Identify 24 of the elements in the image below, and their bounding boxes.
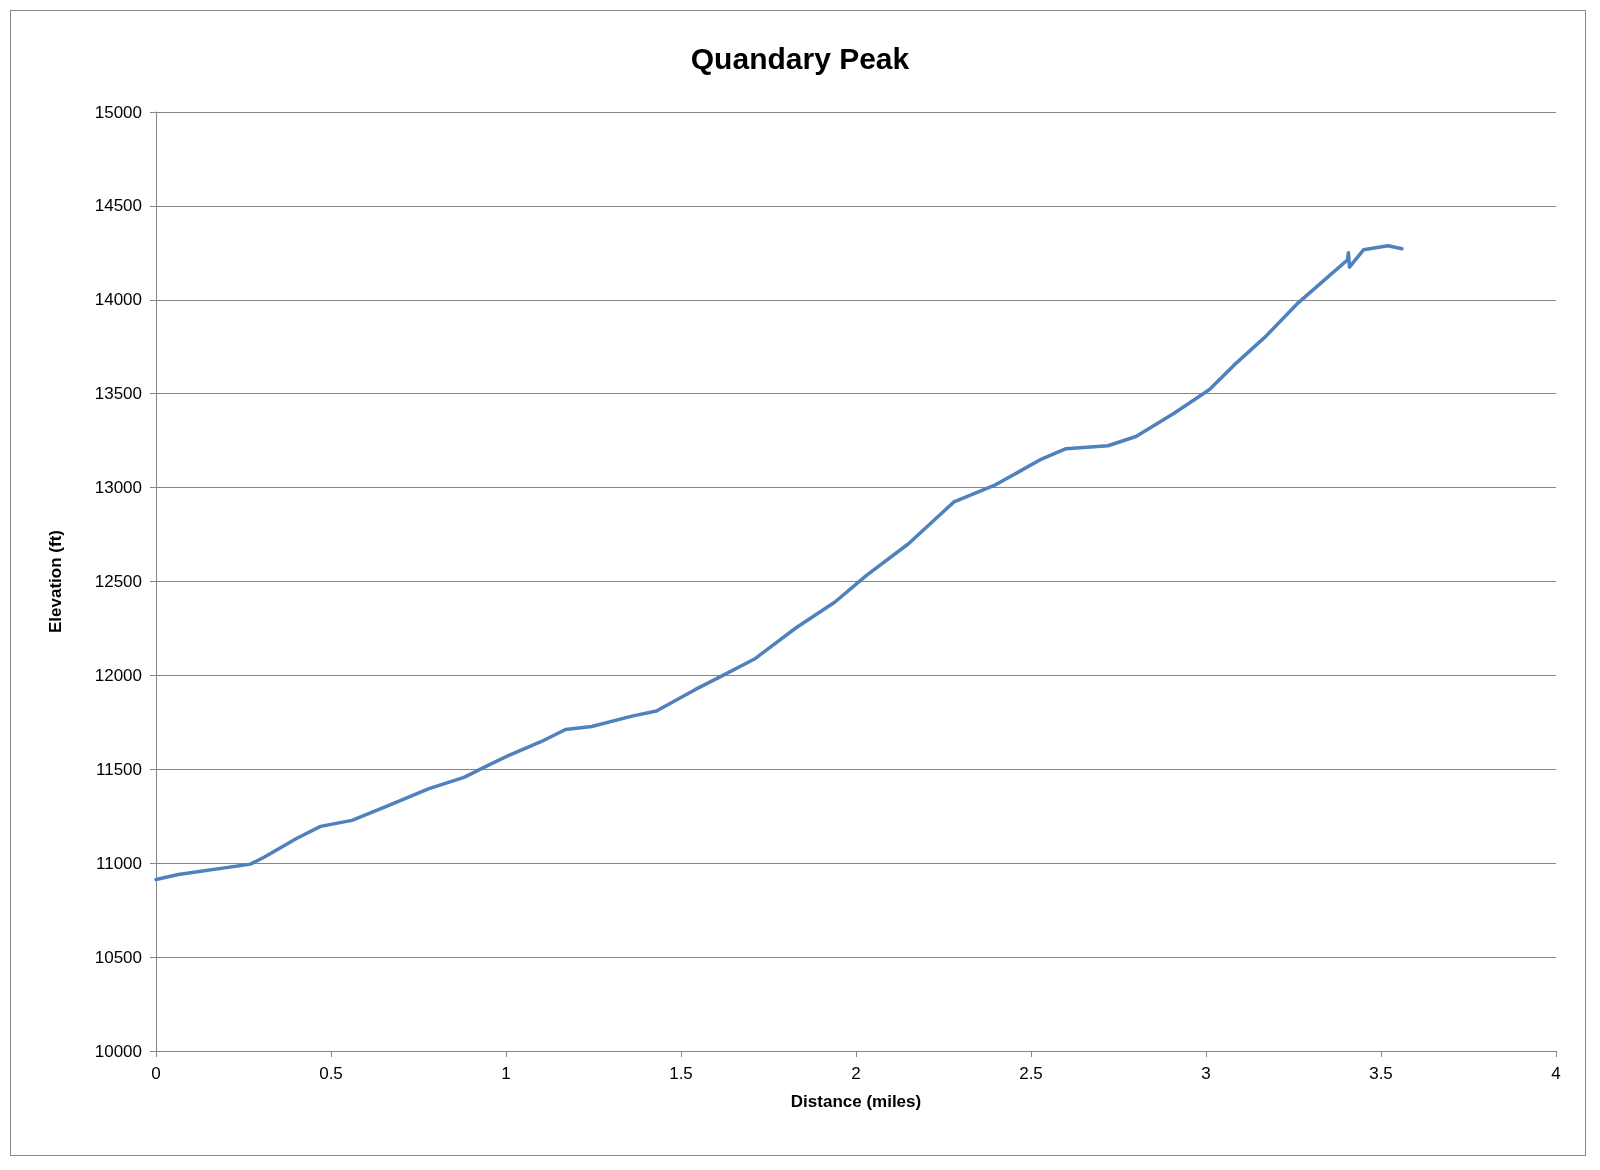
x-tick-label: 0 — [151, 1064, 161, 1083]
chart-title: Quandary Peak — [690, 41, 910, 75]
y-tick-label: 14000 — [94, 290, 142, 310]
y-tick-label: 12500 — [94, 572, 142, 591]
y-tick-label: 10000 — [94, 1041, 142, 1061]
y-tick-label: 13000 — [94, 478, 142, 498]
x-tick-label: 1.5 — [669, 1064, 693, 1083]
y-tick-label: 14500 — [94, 196, 142, 216]
line-series — [154, 243, 1404, 882]
y-tick-label: 10500 — [94, 947, 142, 967]
x-tick-label: 1 — [501, 1064, 511, 1083]
x-tick-label: 2.5 — [1019, 1064, 1043, 1083]
x-tick-label: 4 — [1551, 1064, 1561, 1083]
x-axis-title: Distance (miles) — [790, 1092, 922, 1111]
y-tick-label: 11000 — [95, 853, 142, 873]
y-tick-label: 13500 — [94, 384, 142, 404]
x-tick-label: 3.5 — [1369, 1064, 1393, 1083]
y-axis-title: Elevation (ft) — [46, 530, 65, 633]
x-tick-label: 0.5 — [319, 1064, 343, 1083]
y-tick-label: 12000 — [94, 665, 142, 685]
x-tick-label: 2 — [851, 1064, 861, 1083]
x-tick-label: 3 — [1201, 1064, 1211, 1083]
y-tick-label: 15000 — [94, 102, 142, 122]
y-tick-label: 11500 — [95, 759, 142, 779]
